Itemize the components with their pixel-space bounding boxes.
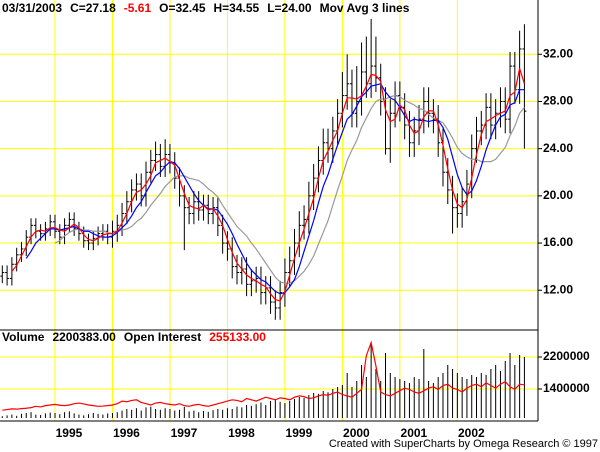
open-interest-line [2, 340, 525, 411]
header: 03/31/2003 C=27.18 -5.61 O=32.45 H=34.55 L=24… [2, 1, 410, 15]
header-item: O=32.45 [159, 1, 206, 15]
footer: Created with SuperCharts by Omega Resear… [329, 438, 598, 450]
x-tick-label: 2001 [401, 426, 428, 440]
header-item: 03/31/2003 [2, 1, 62, 15]
y-tick-label: 12.00 [543, 282, 573, 296]
header: Volume 2200383.00 Open Interest 255133.00 [2, 330, 266, 344]
header-item: Volume [2, 330, 45, 344]
header-item: -5.61 [124, 1, 152, 15]
y-tick-label: 32.00 [543, 46, 573, 60]
header-item: 255133.00 [209, 330, 266, 344]
x-tick-label: 1996 [113, 426, 140, 440]
x-tick-label: 2000 [343, 426, 370, 440]
moving-average [11, 68, 525, 302]
header-item: Open Interest [124, 330, 201, 344]
x-tick-label: 1997 [171, 426, 198, 440]
header-item: Mov Avg 3 lines [320, 1, 410, 15]
header-item: 2200383.00 [52, 330, 116, 344]
y-tick-label: 20.00 [543, 188, 573, 202]
moving-average [54, 94, 525, 284]
grid [0, 0, 538, 421]
y-tick-label: 1400000 [543, 381, 590, 395]
header-item: H=34.55 [214, 1, 260, 15]
x-tick-label: 1999 [286, 426, 313, 440]
x-tick-label: 2002 [458, 426, 485, 440]
x-tick-label: 1995 [56, 426, 83, 440]
moving-average [25, 83, 525, 295]
header-item: C=27.18 [70, 1, 116, 15]
y-tick-label: 24.00 [543, 141, 573, 155]
y-tick-label: 28.00 [543, 94, 573, 108]
marks: 03/31/2003 C=27.18 -5.61 O=32.45 H=34.55 L=24… [0, 1, 590, 440]
x-tick-label: 1998 [228, 426, 255, 440]
y-tick-label: 16.00 [543, 235, 573, 249]
y-tick-label: 2200000 [543, 349, 590, 363]
header-item: L=24.00 [267, 1, 312, 15]
